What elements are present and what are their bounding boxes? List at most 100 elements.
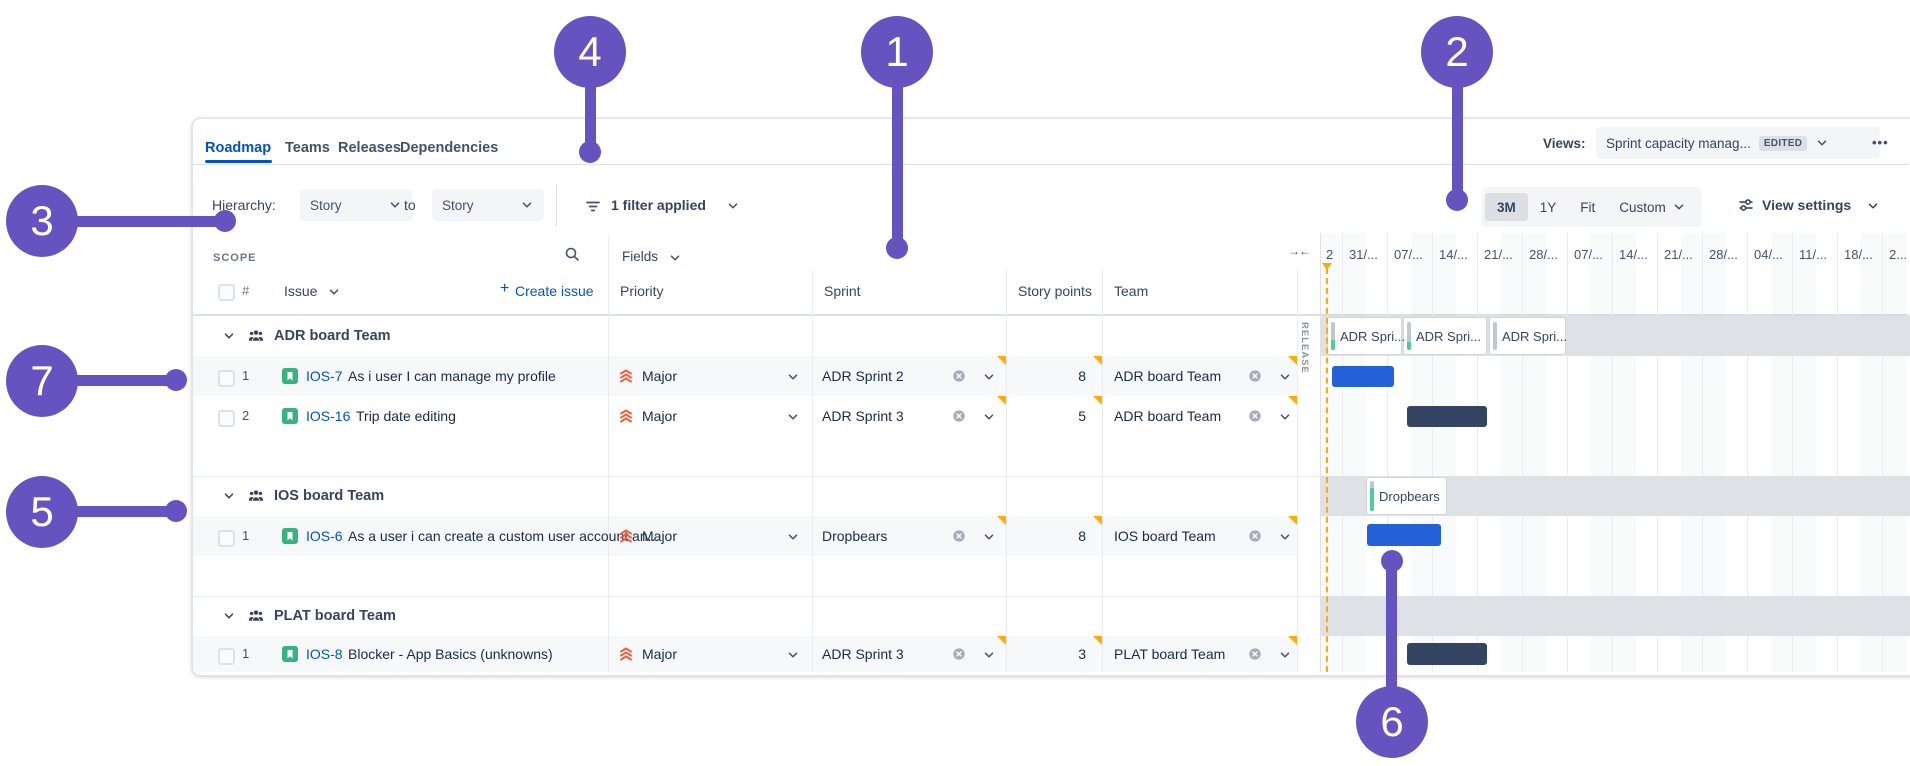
view-settings-button[interactable]: View settings bbox=[1762, 197, 1852, 213]
more-menu-button[interactable]: ••• bbox=[1872, 135, 1889, 150]
chevron-down-icon[interactable] bbox=[1278, 648, 1292, 662]
priority-value[interactable]: Major bbox=[642, 528, 678, 544]
view-settings-icon bbox=[1738, 197, 1754, 213]
gantt-bar-ios7[interactable] bbox=[1332, 366, 1394, 387]
issue-key-link[interactable]: IOS-16 bbox=[306, 408, 351, 424]
group-collapse-icon[interactable] bbox=[222, 329, 236, 343]
search-icon[interactable] bbox=[564, 246, 580, 262]
select-all-checkbox[interactable] bbox=[218, 284, 235, 301]
scope-title: SCOPE bbox=[213, 252, 257, 264]
issue-key-link[interactable]: IOS-6 bbox=[306, 528, 343, 544]
team-value[interactable]: IOS board Team bbox=[1114, 528, 1216, 544]
team-value[interactable]: PLAT board Team bbox=[1114, 646, 1226, 662]
issue-key-link[interactable]: IOS-8 bbox=[306, 646, 343, 662]
changed-indicator bbox=[1093, 396, 1102, 405]
chevron-down-icon[interactable] bbox=[786, 530, 800, 544]
issue-summary[interactable]: Trip date editing bbox=[356, 408, 456, 424]
chevron-down-icon[interactable] bbox=[982, 530, 996, 544]
clear-icon[interactable] bbox=[1248, 647, 1262, 661]
tab-roadmap[interactable]: Roadmap bbox=[205, 140, 272, 156]
sprint-block-adr-3[interactable]: ADR Spri... bbox=[1490, 318, 1567, 354]
team-value[interactable]: ADR board Team bbox=[1114, 408, 1222, 424]
collapse-timeline-icon[interactable]: →← bbox=[1288, 244, 1311, 258]
sprint-value[interactable]: ADR Sprint 3 bbox=[822, 646, 904, 662]
clear-icon[interactable] bbox=[952, 529, 966, 543]
tab-dependencies[interactable]: Dependencies bbox=[400, 140, 499, 156]
sprint-value[interactable]: ADR Sprint 2 bbox=[822, 368, 904, 384]
priority-value[interactable]: Major bbox=[642, 646, 678, 662]
timeline-date: 07/... bbox=[1394, 247, 1423, 262]
issue-summary[interactable]: Blocker - App Basics (unknowns) bbox=[348, 646, 553, 662]
group-name-plat[interactable]: PLAT board Team bbox=[274, 608, 396, 624]
tab-teams[interactable]: Teams bbox=[285, 140, 330, 156]
chevron-down-icon[interactable] bbox=[982, 648, 996, 662]
team-value[interactable]: ADR board Team bbox=[1114, 368, 1222, 384]
clear-icon[interactable] bbox=[952, 647, 966, 661]
gantt-bar-ios8[interactable] bbox=[1407, 643, 1487, 665]
row-checkbox[interactable] bbox=[218, 370, 235, 387]
chevron-down-icon[interactable] bbox=[786, 410, 800, 424]
chevron-down-icon[interactable] bbox=[786, 648, 800, 662]
changed-indicator bbox=[997, 516, 1006, 525]
timeline-date: 14/... bbox=[1619, 247, 1648, 262]
row-checkbox[interactable] bbox=[218, 648, 235, 665]
zoom-custom-button[interactable]: Custom bbox=[1607, 193, 1698, 221]
group-collapse-icon[interactable] bbox=[222, 489, 236, 503]
row-shading bbox=[193, 516, 1297, 556]
sprint-block-adr-2[interactable]: ADR Spri... bbox=[1404, 318, 1486, 354]
priority-value[interactable]: Major bbox=[642, 368, 678, 384]
sprint-block-adr-1[interactable]: ADR Spri... bbox=[1328, 318, 1405, 354]
hierarchy-to-dropdown[interactable]: Story bbox=[432, 189, 544, 221]
sprint-block-dropbears[interactable]: Dropbears bbox=[1367, 478, 1446, 514]
create-issue-button[interactable]: Create issue bbox=[515, 283, 594, 299]
row-checkbox[interactable] bbox=[218, 530, 235, 547]
issue-summary[interactable]: As i user I can manage my profile bbox=[348, 368, 556, 384]
fields-dropdown[interactable]: Fields bbox=[622, 249, 659, 264]
view-selector-dropdown[interactable]: Sprint capacity manag... EDITED bbox=[1596, 127, 1880, 159]
clear-icon[interactable] bbox=[952, 369, 966, 383]
today-marker-line bbox=[1326, 268, 1328, 672]
chevron-down-icon bbox=[1866, 199, 1880, 213]
points-value[interactable]: 8 bbox=[1078, 368, 1086, 384]
points-value[interactable]: 5 bbox=[1078, 408, 1086, 424]
gantt-bar-ios6[interactable] bbox=[1367, 524, 1441, 546]
story-type-icon bbox=[282, 368, 298, 384]
sprint-value[interactable]: ADR Sprint 3 bbox=[822, 408, 904, 424]
priority-value[interactable]: Major bbox=[642, 408, 678, 424]
chevron-down-icon[interactable] bbox=[1278, 370, 1292, 384]
callout-2-marker: 2 bbox=[1421, 16, 1493, 88]
plus-icon: + bbox=[500, 280, 510, 297]
zoom-3m-button[interactable]: 3M bbox=[1485, 193, 1528, 221]
filter-applied-button[interactable]: 1 filter applied bbox=[611, 197, 706, 213]
issue-key-link[interactable]: IOS-7 bbox=[306, 368, 343, 384]
chevron-down-icon[interactable] bbox=[1278, 530, 1292, 544]
chevron-down-icon[interactable] bbox=[786, 370, 800, 384]
zoom-1y-button[interactable]: 1Y bbox=[1539, 199, 1557, 215]
clear-icon[interactable] bbox=[1248, 369, 1262, 383]
view-name: Sprint capacity manag... bbox=[1606, 135, 1751, 151]
section-divider bbox=[193, 476, 1320, 477]
issue-column-header[interactable]: Issue bbox=[284, 283, 318, 299]
issue-summary[interactable]: As a user i can create a custom user acc… bbox=[348, 528, 660, 544]
points-value[interactable]: 3 bbox=[1078, 646, 1086, 662]
clear-icon[interactable] bbox=[1248, 529, 1262, 543]
callout-5-line bbox=[74, 506, 170, 517]
priority-major-icon bbox=[618, 528, 634, 544]
zoom-fit-button[interactable]: Fit bbox=[1580, 199, 1596, 215]
chevron-down-icon[interactable] bbox=[982, 370, 996, 384]
changed-indicator bbox=[1288, 396, 1297, 405]
sprint-column-header: Sprint bbox=[824, 283, 861, 299]
tab-releases[interactable]: Releases bbox=[338, 140, 401, 156]
group-collapse-icon[interactable] bbox=[222, 609, 236, 623]
row-checkbox[interactable] bbox=[218, 410, 235, 427]
group-name-ios[interactable]: IOS board Team bbox=[274, 488, 385, 504]
gantt-bar-ios16[interactable] bbox=[1407, 406, 1487, 427]
group-name-adr[interactable]: ADR board Team bbox=[274, 328, 391, 344]
chevron-down-icon[interactable] bbox=[1278, 410, 1292, 424]
clear-icon[interactable] bbox=[1248, 409, 1262, 423]
points-value[interactable]: 8 bbox=[1078, 528, 1086, 544]
sprint-value[interactable]: Dropbears bbox=[822, 528, 888, 544]
clear-icon[interactable] bbox=[952, 409, 966, 423]
hierarchy-from-dropdown[interactable]: Story bbox=[300, 189, 412, 221]
chevron-down-icon[interactable] bbox=[982, 410, 996, 424]
